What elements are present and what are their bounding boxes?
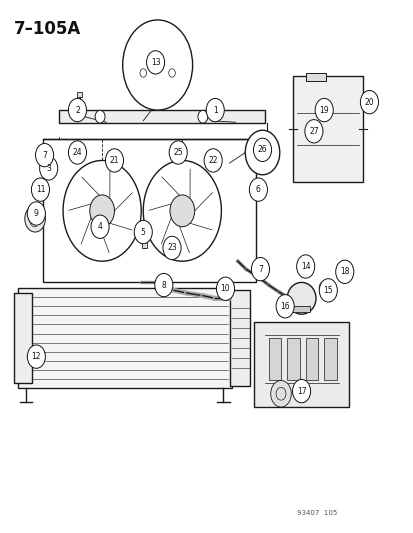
Bar (14, 293, 32, 383)
Circle shape (249, 178, 267, 201)
Circle shape (91, 215, 109, 238)
FancyBboxPatch shape (254, 322, 348, 407)
Text: 7: 7 (257, 265, 262, 273)
Circle shape (27, 345, 45, 368)
Bar (282, 306, 309, 312)
Circle shape (163, 236, 180, 260)
Circle shape (275, 295, 294, 318)
Text: 10: 10 (220, 284, 230, 293)
Bar (142, 240, 146, 248)
Circle shape (39, 150, 52, 166)
Text: 17: 17 (296, 386, 306, 395)
Circle shape (335, 260, 353, 284)
Circle shape (244, 130, 279, 175)
Text: 25: 25 (173, 148, 183, 157)
FancyBboxPatch shape (293, 76, 362, 182)
Text: 18: 18 (339, 268, 349, 276)
Circle shape (122, 20, 192, 110)
Circle shape (170, 195, 194, 227)
Circle shape (146, 51, 164, 74)
Circle shape (95, 110, 105, 123)
Text: 20: 20 (364, 98, 373, 107)
Text: 7–105A: 7–105A (14, 20, 81, 38)
Circle shape (292, 379, 310, 403)
Text: 12: 12 (31, 352, 41, 361)
Bar (268, 338, 280, 381)
Text: 4: 4 (97, 222, 102, 231)
FancyBboxPatch shape (18, 288, 231, 389)
Text: 16: 16 (280, 302, 289, 311)
Circle shape (68, 99, 86, 122)
Text: 14: 14 (300, 262, 310, 271)
Text: 13: 13 (150, 58, 160, 67)
Text: 11: 11 (36, 185, 45, 194)
Text: 7: 7 (42, 151, 47, 160)
Circle shape (27, 202, 45, 225)
Circle shape (157, 278, 170, 295)
Circle shape (154, 273, 173, 297)
Circle shape (169, 141, 187, 164)
Text: 15: 15 (323, 286, 332, 295)
Text: 19: 19 (318, 106, 328, 115)
Bar (77, 92, 81, 97)
Text: 3: 3 (46, 164, 51, 173)
Text: 8: 8 (161, 280, 166, 289)
Circle shape (90, 195, 114, 227)
Circle shape (25, 206, 45, 232)
Circle shape (318, 281, 328, 294)
Text: 1: 1 (212, 106, 217, 115)
Text: 21: 21 (109, 156, 119, 165)
Bar (323, 338, 336, 381)
Circle shape (204, 149, 222, 172)
Circle shape (253, 138, 271, 161)
Text: 9: 9 (34, 209, 39, 218)
Text: 22: 22 (208, 156, 217, 165)
Text: 6: 6 (255, 185, 260, 194)
Bar (305, 73, 325, 81)
Circle shape (169, 69, 175, 77)
Text: 23: 23 (167, 244, 176, 253)
Bar (287, 338, 299, 381)
Ellipse shape (287, 282, 315, 314)
Circle shape (318, 279, 337, 302)
Circle shape (105, 149, 123, 172)
Text: 2: 2 (75, 106, 80, 115)
Circle shape (251, 257, 269, 281)
Circle shape (304, 119, 322, 143)
Circle shape (134, 220, 152, 244)
Bar (43, 139, 256, 282)
Circle shape (36, 143, 54, 167)
Circle shape (31, 178, 50, 201)
Circle shape (314, 99, 332, 122)
Circle shape (270, 381, 291, 407)
Circle shape (216, 277, 234, 301)
Circle shape (296, 255, 314, 278)
Text: 93407  105: 93407 105 (297, 510, 337, 516)
Text: 24: 24 (72, 148, 82, 157)
Text: 26: 26 (257, 146, 267, 155)
Circle shape (197, 110, 207, 123)
Bar (305, 338, 317, 381)
Bar (229, 290, 249, 386)
Ellipse shape (36, 188, 48, 199)
Circle shape (40, 157, 57, 180)
Circle shape (68, 141, 86, 164)
Circle shape (206, 99, 224, 122)
Bar (59, 110, 264, 123)
Circle shape (359, 91, 377, 114)
Circle shape (140, 69, 146, 77)
Text: 5: 5 (140, 228, 145, 237)
Text: 27: 27 (309, 127, 318, 136)
